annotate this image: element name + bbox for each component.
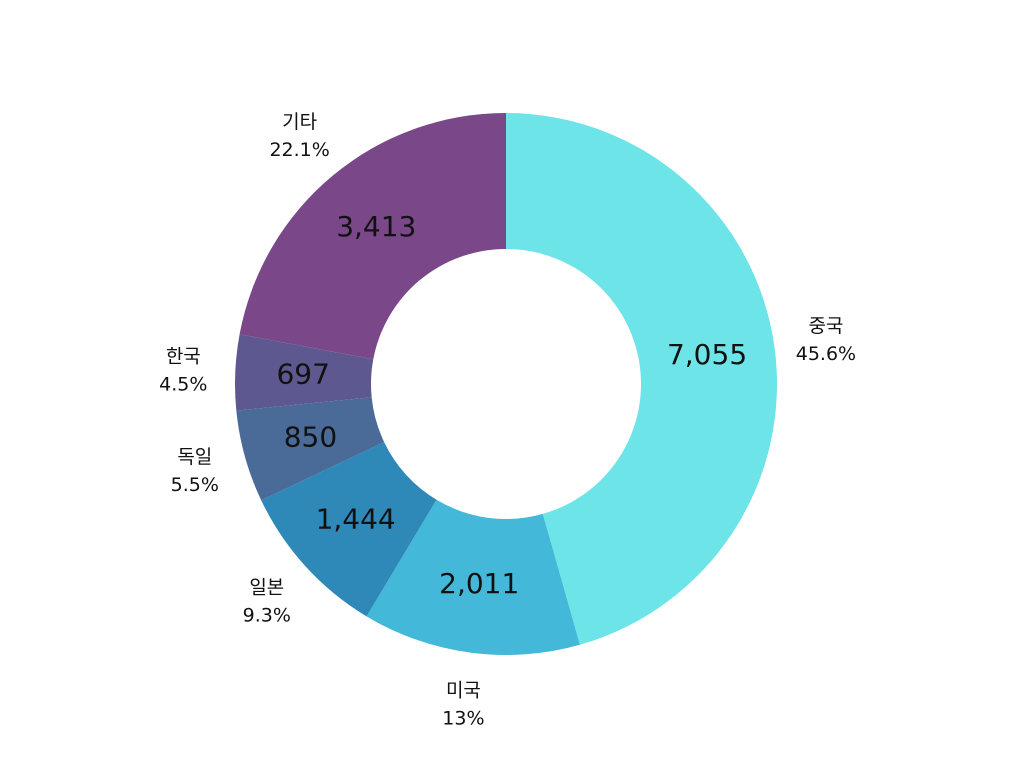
category-label: 중국: [808, 315, 843, 337]
percent-label: 9.3%: [243, 605, 291, 627]
category-label: 일본: [249, 577, 284, 599]
value-label: 2,011: [439, 567, 519, 600]
value-label: 697: [276, 357, 329, 390]
category-label: 기타: [282, 111, 317, 133]
percent-label: 22.1%: [269, 139, 329, 161]
donut-slice: [236, 397, 385, 501]
donut-slice: [366, 499, 580, 655]
value-label: 850: [284, 420, 337, 453]
value-label: 3,413: [336, 210, 416, 243]
percent-label: 4.5%: [159, 374, 207, 396]
value-label: 7,055: [667, 338, 747, 371]
donut-slice: [239, 113, 506, 360]
donut-slice: [261, 441, 437, 617]
category-label: 미국: [446, 680, 481, 702]
category-label: 한국: [166, 346, 201, 368]
value-label: 1,444: [316, 502, 396, 535]
percent-label: 5.5%: [171, 474, 219, 496]
donut-slice: [506, 113, 777, 645]
donut-slice: [235, 334, 374, 411]
percent-label: 45.6%: [796, 343, 856, 365]
percent-label: 13%: [442, 708, 484, 730]
category-label: 독일: [177, 446, 212, 468]
